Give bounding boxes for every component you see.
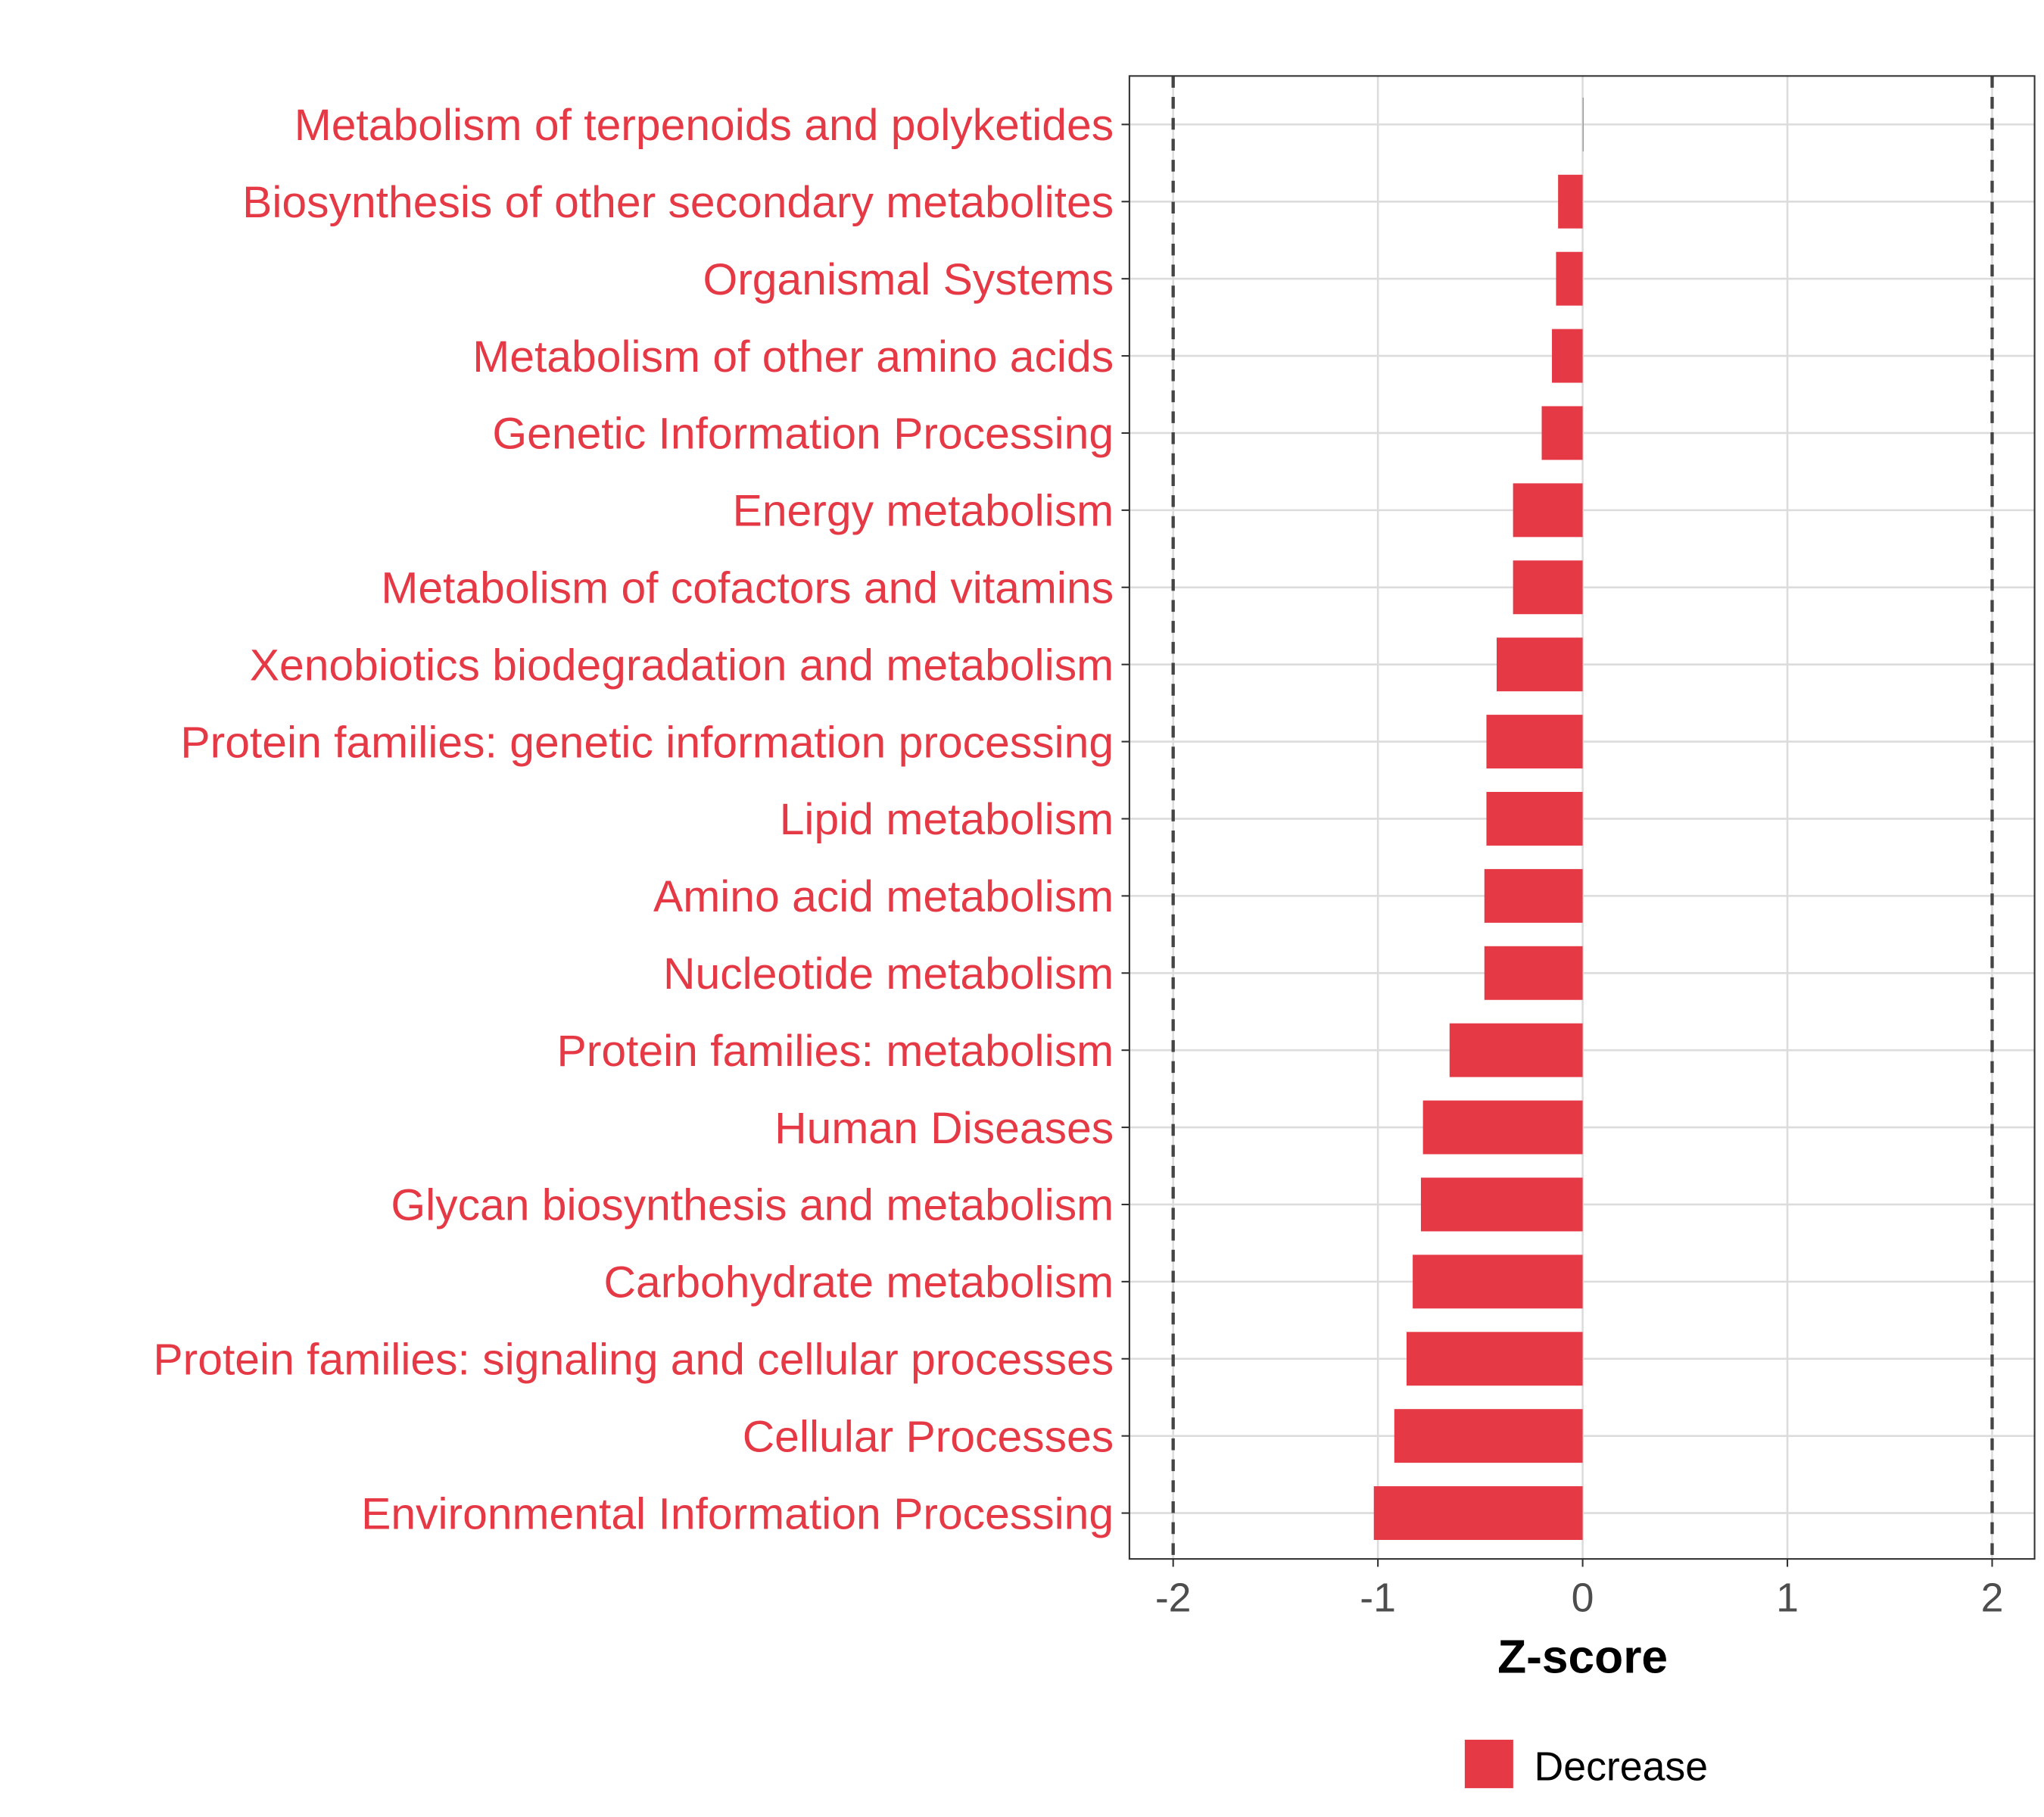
category-label: Amino acid metabolism bbox=[653, 872, 1114, 921]
x-axis-ticks: -2 -1 0 1 2 bbox=[1155, 1559, 2004, 1620]
category-label: Organismal Systems bbox=[703, 255, 1114, 304]
bar bbox=[1422, 1100, 1583, 1155]
category-label: Xenobiotics biodegradation and metabolis… bbox=[250, 640, 1114, 690]
bar bbox=[1420, 1177, 1583, 1232]
bar bbox=[1486, 791, 1583, 846]
x-tick-label: -2 bbox=[1155, 1575, 1192, 1620]
category-labels: Metabolism of terpenoids and polyketides… bbox=[153, 101, 1129, 1538]
legend-label-decrease: Decrease bbox=[1535, 1744, 1709, 1790]
bars bbox=[1373, 97, 1584, 1541]
bar bbox=[1449, 1023, 1583, 1077]
category-label: Protein families: signaling and cellular… bbox=[153, 1335, 1114, 1385]
x-tick-label: 1 bbox=[1776, 1575, 1799, 1620]
x-tick-label: 0 bbox=[1572, 1575, 1594, 1620]
category-label: Metabolism of other amino acids bbox=[472, 332, 1114, 382]
bar bbox=[1497, 637, 1583, 692]
bar bbox=[1513, 560, 1583, 615]
x-axis-title: Z-score bbox=[1497, 1632, 1668, 1684]
bar bbox=[1486, 715, 1583, 769]
category-label: Biosynthesis of other secondary metaboli… bbox=[242, 178, 1114, 227]
bar bbox=[1558, 174, 1583, 229]
bar bbox=[1373, 1486, 1583, 1541]
legend-swatch-decrease bbox=[1464, 1739, 1513, 1788]
bar bbox=[1552, 329, 1583, 383]
bar bbox=[1484, 868, 1583, 923]
bar bbox=[1556, 251, 1583, 306]
bar bbox=[1541, 406, 1583, 460]
category-label: Metabolism of cofactors and vitamins bbox=[381, 564, 1114, 613]
bar bbox=[1413, 1254, 1583, 1309]
category-label: Protein families: metabolism bbox=[556, 1027, 1114, 1076]
reference-lines bbox=[1171, 76, 1994, 1560]
category-label: Human Diseases bbox=[774, 1104, 1114, 1153]
category-label: Metabolism of terpenoids and polyketides bbox=[294, 101, 1114, 150]
category-label: Glycan biosynthesis and metabolism bbox=[391, 1181, 1114, 1230]
x-tick-label: -1 bbox=[1360, 1575, 1396, 1620]
category-label: Genetic Information Processing bbox=[492, 410, 1114, 459]
bar bbox=[1484, 946, 1583, 1000]
category-label: Energy metabolism bbox=[733, 487, 1114, 536]
bar bbox=[1513, 483, 1583, 538]
category-label: Carbohydrate metabolism bbox=[604, 1258, 1114, 1307]
category-label: Cellular Processes bbox=[743, 1412, 1114, 1461]
category-label: Environmental Information Processing bbox=[361, 1489, 1114, 1538]
category-label: Lipid metabolism bbox=[780, 795, 1114, 844]
category-label: Protein families: genetic information pr… bbox=[180, 718, 1114, 767]
bar bbox=[1407, 1332, 1583, 1386]
category-label: Nucleotide metabolism bbox=[663, 949, 1114, 999]
legend: Decrease bbox=[1464, 1739, 1709, 1790]
bar bbox=[1582, 97, 1584, 151]
x-tick-label: 2 bbox=[1981, 1575, 2004, 1620]
bar bbox=[1394, 1409, 1583, 1463]
